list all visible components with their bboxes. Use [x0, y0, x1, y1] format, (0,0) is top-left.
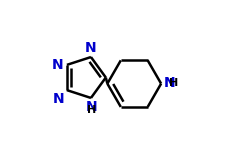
Text: N: N	[86, 100, 98, 114]
Text: H: H	[87, 105, 96, 115]
Text: H: H	[169, 78, 178, 88]
Text: N: N	[163, 76, 175, 90]
Text: N: N	[85, 41, 97, 55]
Text: N: N	[52, 58, 64, 72]
Text: N: N	[53, 92, 65, 106]
